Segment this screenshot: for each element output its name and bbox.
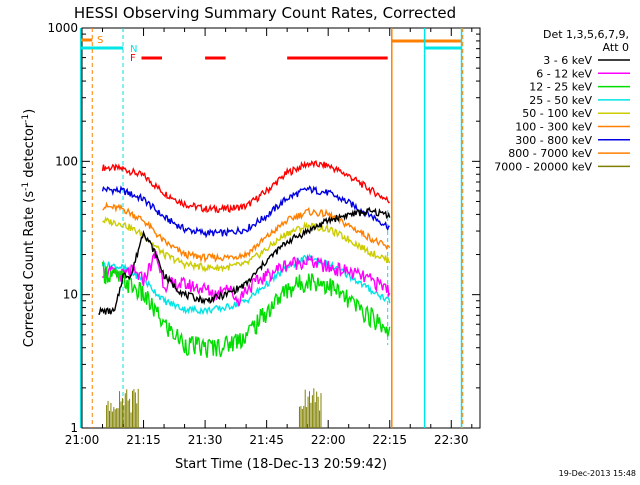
flag-n-label: N xyxy=(130,44,137,55)
y-tick-label: 1 xyxy=(70,421,78,435)
x-tick-label: 21:00 xyxy=(65,433,100,447)
series-line xyxy=(101,185,390,239)
x-tick-label: 21:15 xyxy=(126,433,161,447)
series-7000-20000kev xyxy=(106,388,322,428)
legend-label: 50 - 100 keV xyxy=(522,107,592,120)
legend-label: 25 - 50 keV xyxy=(529,94,592,107)
series-line xyxy=(101,261,391,358)
y-axis-label-end: ) xyxy=(22,109,37,114)
y-axis-label-mid: detector xyxy=(22,122,37,182)
x-axis-label: Start Time (18-Dec-13 20:59:42) xyxy=(175,457,387,472)
y-tick-label: 1000 xyxy=(47,21,78,35)
series-line xyxy=(101,253,391,316)
decor-layer xyxy=(80,28,464,428)
series-line xyxy=(101,159,390,214)
axis-ticks: 21:00 21:15 21:30 21:45 22:00 22:15 22:30 1 10 10… xyxy=(47,21,480,447)
x-tick-label: 22:15 xyxy=(372,433,407,447)
series-layer xyxy=(98,159,391,428)
chart-title: HESSI Observing Summary Count Rates, Cor… xyxy=(74,4,456,22)
legend-label: 7000 - 20000 keV xyxy=(494,160,592,173)
x-tick-label: 21:30 xyxy=(188,433,223,447)
plot-frame xyxy=(81,27,481,429)
x-tick-label: 21:45 xyxy=(249,433,284,447)
legend-header-line1: Det 1,3,5,6,7,9, xyxy=(543,28,629,41)
y-tick-label: 100 xyxy=(55,154,78,168)
legend-header-line2: Att 0 xyxy=(603,41,629,54)
flag-s-label: S xyxy=(97,35,103,46)
legend-label: 6 - 12 keV xyxy=(536,67,592,80)
series-line xyxy=(102,201,391,264)
flag-f-label: F xyxy=(130,53,136,64)
y-axis-label-sup2: -1 xyxy=(21,114,31,123)
footer-timestamp: 19-Dec-2013 15:48 xyxy=(559,469,636,478)
y-axis-label-main: Corrected Count Rate (s xyxy=(22,191,37,348)
legend-label: 800 - 7000 keV xyxy=(508,147,592,160)
legend-label: 12 - 25 keV xyxy=(529,81,592,94)
legend-label: 100 - 300 keV xyxy=(515,121,592,134)
y-axis-label: Corrected Count Rate (s-1 detector-1) xyxy=(21,109,37,347)
x-tick-label: 22:00 xyxy=(311,433,346,447)
y-axis-label-sup1: -1 xyxy=(21,182,31,191)
x-tick-label: 22:30 xyxy=(434,433,469,447)
series-line xyxy=(101,251,391,307)
legend-label: 300 - 800 keV xyxy=(515,134,592,147)
y-tick-label: 10 xyxy=(63,288,78,302)
legend-label: 3 - 6 keV xyxy=(543,54,592,67)
series-line xyxy=(98,206,391,315)
